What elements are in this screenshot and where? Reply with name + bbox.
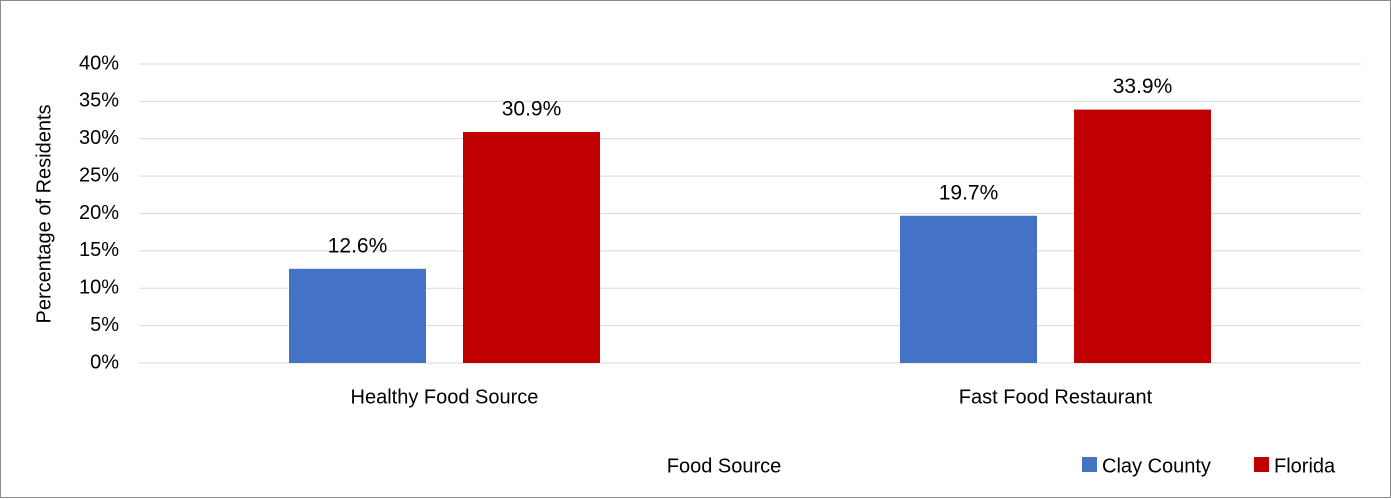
x-tick-label: Fast Food Restaurant xyxy=(959,386,1153,408)
legend-label-clay-county: Clay County xyxy=(1102,455,1211,477)
data-label: 30.9% xyxy=(502,98,562,121)
bar-florida-1 xyxy=(1074,109,1211,363)
y-axis-title: Percentage of Residents xyxy=(33,104,55,323)
data-label: 19.7% xyxy=(939,181,999,204)
legend-swatch-florida xyxy=(1254,457,1269,472)
bar-florida-0 xyxy=(463,132,600,363)
data-label: 12.6% xyxy=(328,234,388,257)
x-tick-label: Healthy Food Source xyxy=(351,386,539,408)
legend: Clay County Florida xyxy=(1082,455,1336,477)
data-labels: 12.6% 30.9% 19.7% 33.9% xyxy=(328,75,1173,257)
legend-label-florida: Florida xyxy=(1274,455,1336,477)
y-tick-label: 5% xyxy=(90,314,119,336)
bar-clay-county-1 xyxy=(900,215,1037,363)
y-tick-label: 40% xyxy=(79,52,119,74)
x-axis-tick-labels: Healthy Food Source Fast Food Restaurant xyxy=(351,386,1153,408)
y-tick-label: 20% xyxy=(79,202,119,224)
y-tick-label: 25% xyxy=(79,164,119,186)
x-axis-title: Food Source xyxy=(667,455,782,477)
y-tick-label: 0% xyxy=(90,351,119,373)
data-label: 33.9% xyxy=(1113,75,1173,98)
y-tick-label: 15% xyxy=(79,239,119,261)
y-tick-label: 10% xyxy=(79,277,119,299)
bars xyxy=(289,109,1211,363)
legend-swatch-clay-county xyxy=(1082,457,1097,472)
y-axis-tick-labels: 0% 5% 10% 15% 20% 25% 30% 35% 40% xyxy=(79,52,119,373)
y-tick-label: 35% xyxy=(79,90,119,112)
y-tick-label: 30% xyxy=(79,127,119,149)
bar-clay-county-0 xyxy=(289,268,426,363)
